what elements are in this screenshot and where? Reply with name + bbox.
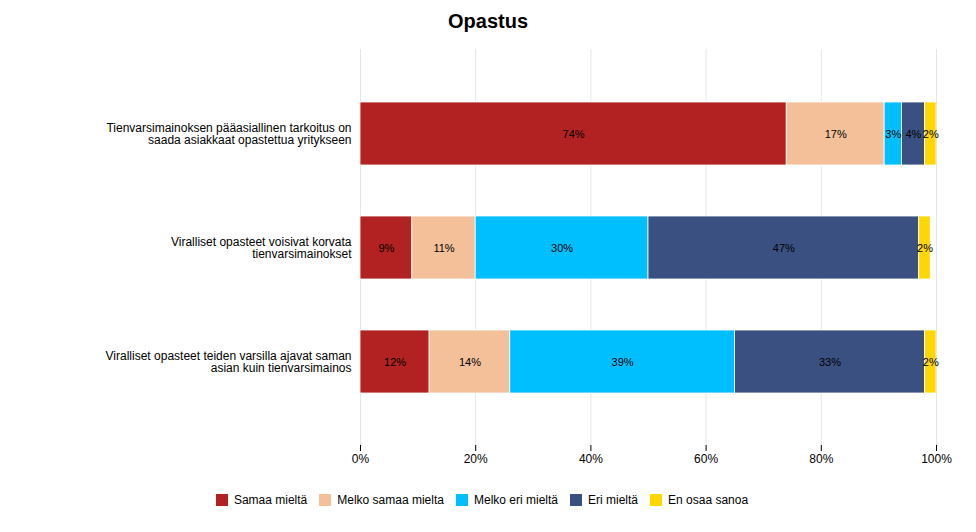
html-text:Eri mieltä: Eri mieltä xyxy=(588,492,638,507)
svg-text:33%: 33% xyxy=(819,356,841,368)
svg-text:3%: 3% xyxy=(885,128,901,140)
svg-text:100%: 100% xyxy=(921,452,952,466)
svg-text:0%: 0% xyxy=(352,452,370,466)
svg-text:12%: 12% xyxy=(384,356,406,368)
svg-text:47%: 47% xyxy=(773,242,795,254)
svg-text:20%: 20% xyxy=(464,452,488,466)
svg-text:74%: 74% xyxy=(563,128,585,140)
html-text:Melko samaa mielta: Melko samaa mielta xyxy=(337,492,444,507)
svg-text:2%: 2% xyxy=(923,356,939,368)
svg-text:39%: 39% xyxy=(612,356,634,368)
html-text:Melko eri mieltä: Melko eri mieltä xyxy=(474,492,558,507)
svg-text:80%: 80% xyxy=(809,452,833,466)
svg-text:17%: 17% xyxy=(825,128,847,140)
svg-text:60%: 60% xyxy=(694,452,718,466)
svg-text:14%: 14% xyxy=(459,356,481,368)
svg-text:9%: 9% xyxy=(378,242,394,254)
svg-text:40%: 40% xyxy=(579,452,603,466)
html-text:Samaa mieltä: Samaa mieltä xyxy=(233,492,308,507)
svg-text:4%: 4% xyxy=(906,128,922,140)
svg-text:2%: 2% xyxy=(917,242,933,254)
svg-text:Viralliset opasteet teiden var: Viralliset opasteet teiden varsilla ajav… xyxy=(106,349,352,375)
svg-text:30%: 30% xyxy=(551,242,573,254)
html-text:En osaa sanoa: En osaa sanoa xyxy=(668,492,749,507)
html-text:Opastus: Opastus xyxy=(448,10,528,32)
svg-text:Viralliset opasteet voisivat k: Viralliset opasteet voisivat korvatatien… xyxy=(171,235,352,261)
svg-text:2%: 2% xyxy=(923,128,939,140)
svg-text:Tienvarsimainoksen pääasiallin: Tienvarsimainoksen pääasiallinen tarkoit… xyxy=(106,121,351,147)
svg-text:11%: 11% xyxy=(433,242,454,254)
